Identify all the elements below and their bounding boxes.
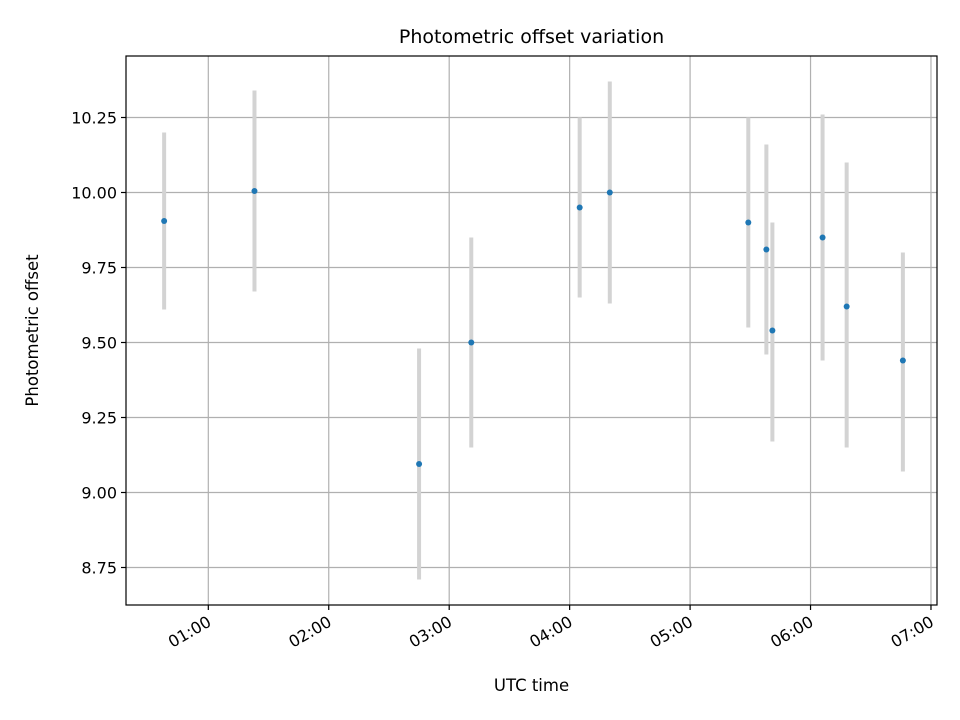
grid (126, 56, 937, 605)
data-point (819, 234, 826, 241)
data-point (769, 327, 776, 334)
data-point (745, 219, 752, 226)
plot-frame (125, 55, 938, 606)
y-axis-title: Photometric offset (23, 254, 42, 407)
data-point (763, 246, 770, 253)
data-point (416, 461, 423, 467)
y-tick-label: 9.25 (81, 409, 117, 428)
y-tick-label: 8.75 (81, 559, 117, 578)
data-point (161, 218, 168, 224)
chart-title: Photometric offset variation (399, 26, 664, 48)
data-point (468, 339, 475, 346)
y-tick-label: 9.75 (81, 259, 117, 278)
y-tick-label: 9.50 (81, 334, 117, 353)
data-point (606, 189, 613, 196)
x-axis-title: UTC time (494, 676, 569, 695)
data-point (899, 357, 906, 364)
data-points (161, 188, 906, 467)
y-tick-label: 10.25 (71, 109, 117, 128)
y-tick-label: 10.00 (71, 184, 117, 203)
data-point (251, 188, 258, 194)
y-tick-label: 9.00 (81, 484, 117, 503)
data-point (843, 303, 850, 310)
data-point (576, 204, 583, 211)
